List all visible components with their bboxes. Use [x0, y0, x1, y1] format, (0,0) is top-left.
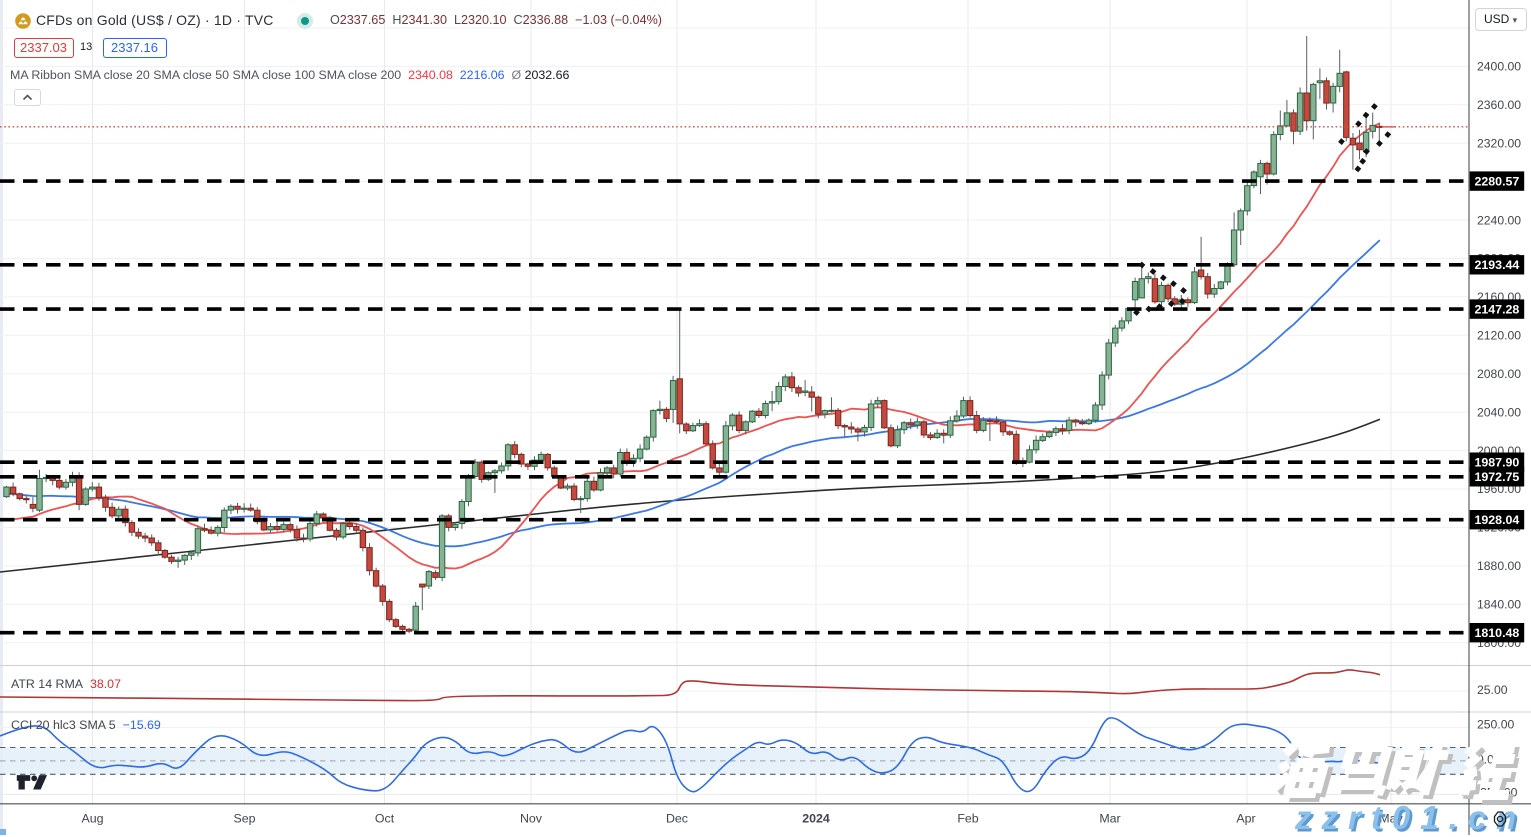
svg-text:Apr: Apr	[1236, 812, 1255, 826]
svg-text:2320.00: 2320.00	[1477, 136, 1521, 150]
svg-text:2280.57: 2280.57	[1475, 175, 1520, 189]
svg-text:Dec: Dec	[666, 812, 688, 826]
svg-text:2080.00: 2080.00	[1477, 367, 1521, 381]
svg-text:Nov: Nov	[520, 812, 543, 826]
svg-text:1928.04: 1928.04	[1475, 513, 1520, 527]
svg-text:2360.00: 2360.00	[1477, 98, 1521, 112]
svg-text:Oct: Oct	[375, 812, 395, 826]
svg-text:1972.75: 1972.75	[1475, 470, 1520, 484]
svg-text:2040.00: 2040.00	[1477, 405, 1521, 419]
svg-text:2240.00: 2240.00	[1477, 213, 1521, 227]
svg-text:Aug: Aug	[81, 812, 103, 826]
svg-text:2024: 2024	[802, 812, 830, 826]
svg-text:250.00: 250.00	[1477, 718, 1514, 732]
svg-text:2120.00: 2120.00	[1477, 329, 1521, 343]
svg-text:1880.00: 1880.00	[1477, 559, 1521, 573]
svg-text:May: May	[1379, 812, 1403, 826]
svg-text:2147.28: 2147.28	[1475, 303, 1520, 317]
svg-text:1840.00: 1840.00	[1477, 598, 1521, 612]
svg-text:2193.44: 2193.44	[1475, 258, 1520, 272]
svg-text:25.00: 25.00	[1477, 683, 1508, 697]
svg-text:1987.90: 1987.90	[1475, 456, 1520, 470]
svg-text:2400.00: 2400.00	[1477, 60, 1521, 74]
svg-text:Feb: Feb	[957, 812, 978, 826]
svg-text:Mar: Mar	[1099, 812, 1120, 826]
svg-text:1810.48: 1810.48	[1475, 626, 1520, 640]
svg-text:Sep: Sep	[233, 812, 255, 826]
